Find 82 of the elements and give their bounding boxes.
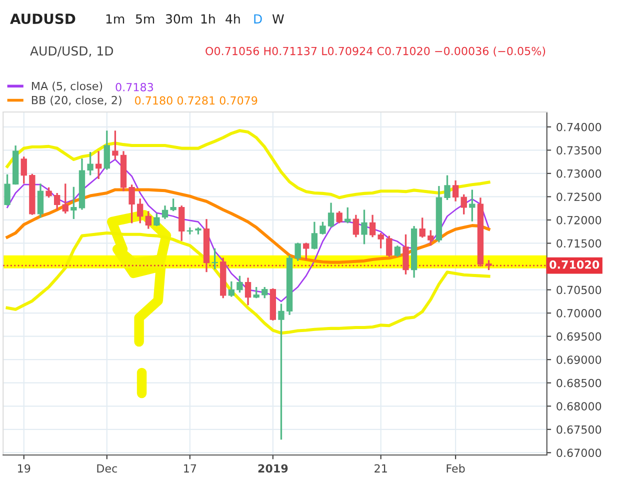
- candlestick: [154, 212, 160, 227]
- candlestick: [162, 204, 168, 220]
- candlestick: [428, 229, 434, 246]
- candlestick: [104, 130, 110, 171]
- candlestick: [419, 216, 426, 238]
- x-tick-label: 19: [18, 464, 30, 473]
- candlestick: [344, 206, 351, 224]
- y-tick-label: 0.68000: [556, 402, 602, 411]
- line-series: [6, 129, 490, 200]
- text: 4h: [226, 14, 240, 24]
- y-tick-label: 0.73500: [556, 146, 602, 155]
- candlestick: [444, 174, 450, 201]
- candlestick: [253, 286, 260, 299]
- candlestick: [212, 248, 218, 270]
- candlestick: [112, 130, 118, 160]
- candlestick: [394, 244, 401, 258]
- candlestick: [96, 150, 102, 180]
- candlestick: [137, 198, 144, 224]
- legend-label: MA (5, close): [32, 82, 102, 92]
- ref-line-label: 0.71020: [550, 260, 600, 269]
- text: 5m: [136, 14, 154, 24]
- legend-label: BB (20, close, 2): [32, 96, 122, 106]
- y-tick-label: 0.72500: [556, 192, 602, 202]
- candlestick: [62, 182, 68, 214]
- y-tick-label: 0.71500: [556, 239, 602, 248]
- y-tick-label: 0.67000: [556, 448, 602, 458]
- candlestick: [128, 184, 135, 224]
- candlestick: [452, 180, 459, 202]
- y-tick-label: 0.70500: [556, 286, 602, 294]
- text: O0.71056 H0.71137 L0.70924 C0.71020 −0.00036 (−0.05%): [206, 46, 546, 57]
- x-tick-label: Dec: [97, 464, 117, 473]
- y-tick-label: 0.70000: [556, 309, 602, 318]
- candlestick: [328, 202, 334, 228]
- candlestick: [378, 232, 384, 250]
- text: 1m: [106, 14, 124, 24]
- candlestick: [469, 188, 476, 222]
- candlestick: [320, 221, 326, 236]
- y-tick-label: 0.67500: [556, 425, 602, 434]
- y-tick-label: 0.69500: [556, 332, 602, 341]
- y-tick-label: 0.69000: [556, 356, 602, 364]
- candlestick: [262, 286, 268, 299]
- y-tick-label: 0.73000: [556, 169, 602, 178]
- candlestick: [46, 186, 52, 198]
- text: D: [254, 14, 262, 24]
- x-tick-label: 17: [184, 464, 196, 472]
- candlestick: [145, 210, 152, 230]
- candlestick: [352, 214, 360, 238]
- candlestick: [54, 192, 60, 211]
- candlestick: [20, 156, 27, 185]
- candlestick: [486, 259, 492, 271]
- candlestick: [361, 208, 368, 246]
- chart-subtitle: AUD/USD, 1D: [30, 46, 114, 57]
- text: 0.7180 0.7281 0.7079: [135, 96, 258, 105]
- chart-title: AUDUSD: [10, 14, 76, 24]
- candlestick: [244, 276, 252, 306]
- x-tick-label: Feb: [446, 464, 465, 473]
- text: 0.7183: [116, 82, 154, 92]
- candlestick: [37, 182, 44, 218]
- candlestick: [402, 234, 409, 276]
- text: 30m: [166, 14, 192, 24]
- candlestick: [278, 302, 284, 440]
- candlestick: [303, 242, 310, 260]
- candlestick: [178, 204, 185, 242]
- candlestick: [170, 198, 176, 212]
- candlestick: [336, 210, 342, 224]
- candlestick: [311, 221, 318, 250]
- candlestick: [4, 174, 10, 206]
- x-tick-label: 21: [374, 464, 387, 472]
- y-tick-label: 0.74000: [556, 122, 602, 132]
- candlestick: [70, 186, 77, 220]
- y-tick-label: 0.72000: [556, 216, 602, 224]
- candlestick: [236, 274, 243, 294]
- candlestick: [87, 151, 94, 176]
- x-tick-label: 2019: [258, 464, 288, 473]
- text: W: [272, 14, 284, 24]
- candlestick: [294, 242, 301, 262]
- y-tick-label: 0.68500: [556, 378, 602, 388]
- candlestick: [369, 214, 376, 238]
- candlestick: [228, 280, 235, 298]
- text: 1h: [201, 14, 215, 24]
- candlestick: [460, 194, 467, 216]
- candlestick: [386, 234, 392, 258]
